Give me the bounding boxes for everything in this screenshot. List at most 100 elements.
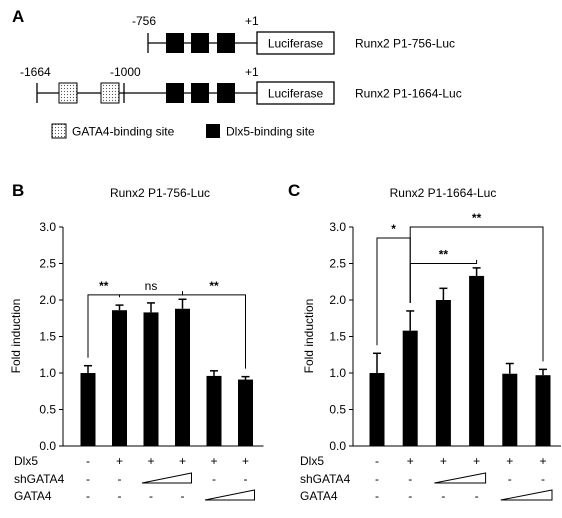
gata4-legend-swatch [51,123,67,139]
luciferase-box [256,81,335,105]
condition-symbol: - [375,454,379,468]
dlx5-site [166,33,184,53]
condition-symbol: + [473,454,480,468]
luciferase-label: Luciferase [268,37,324,51]
condition-symbol: - [181,489,185,503]
plot-area: 0.00.51.01.52.02.53.0 *****Dlx5- + + + + +shGA… [300,211,561,503]
construct-name: Runx2 P1-756-Luc [355,37,455,51]
condition-symbol: + [116,454,123,468]
dlx5-site [217,33,235,53]
condition-symbol: - [375,472,379,486]
condition-symbol: - [541,472,545,486]
gata4-site [58,82,78,104]
dose-ramp [500,489,553,501]
bar [369,373,385,446]
y-tick-label: 0.0 [39,439,56,453]
bar [80,373,96,446]
dlx5-legend-label: Dlx5-binding site [226,125,315,139]
dose-ramp [434,472,487,484]
panel-c: C Runx2 P1-1664-Luc Fold induction 0.0 0.… [288,181,561,503]
condition-symbol: - [408,489,412,503]
significance-label: * [391,222,396,236]
y-tick-label: 2.5 [39,257,56,271]
condition-symbol: + [440,454,447,468]
gata4-site [100,82,120,104]
condition-symbol: - [375,489,379,503]
chart-title: Runx2 P1-756-Luc [110,186,210,200]
y-tick-label: 0.5 [329,403,346,417]
panel-a: A Luciferase -756 +1 Runx2 P1-756-Luc [12,7,462,139]
condition-symbol: + [179,454,186,468]
dlx5-site [191,33,209,53]
bar [535,375,551,446]
condition-symbol: + [407,454,414,468]
condition-symbol: - [86,454,90,468]
y-axis-label: Fold induction [9,299,23,374]
panel-b: B Runx2 P1-756-Luc Fold induction 0.0 0.5… [9,181,264,503]
legend: GATA4-binding site Dlx5-binding site [51,123,315,139]
condition-symbol: + [210,454,217,468]
bar [143,312,159,446]
luciferase-label: Luciferase [268,87,324,101]
panel-c-letter: C [288,181,300,200]
y-tick-label: 1.5 [329,330,346,344]
significance-label: ** [209,279,219,293]
panel-a-letter: A [12,7,24,26]
luciferase-box [256,31,335,55]
condition-symbol: - [86,489,90,503]
start-label: -1664 [20,65,51,79]
mid-label: -1000 [110,65,141,79]
condition-symbol: - [475,489,479,503]
y-tick-label: 2.5 [329,257,346,271]
significance-label: ** [472,211,482,225]
significance-bracket [376,237,411,346]
bar [402,330,418,446]
significance-label: ** [439,248,449,262]
condition-symbol: - [244,472,248,486]
y-tick-label: 2.0 [39,293,56,307]
bar [238,379,253,446]
condition-symbol: + [147,454,154,468]
condition-symbol: - [441,489,445,503]
panel-b-letter: B [12,181,24,200]
construct-name: Runx2 P1-1664-Luc [355,87,462,101]
y-tick-label: 1.0 [39,366,56,380]
gata4-legend-label: GATA4-binding site [72,125,175,139]
condition-symbol: + [242,454,249,468]
bar [206,375,222,446]
y-tick-label: 3.0 [39,220,56,234]
condition-symbol: - [149,489,153,503]
condition-symbol: - [118,489,122,503]
condition-row-label: GATA4 [14,489,52,503]
significance-bracket [182,291,246,369]
condition-row-label: shGATA4 [300,472,351,486]
bar [502,373,518,446]
start-label: -756 [132,14,156,28]
bar [435,300,451,446]
construct-756: Luciferase -756 +1 Runx2 P1-756-Luc [132,14,455,55]
construct-1664: Luciferase -1664 -1000 +1 Runx2 P1-1664-… [20,65,462,105]
condition-symbol: - [118,472,122,486]
y-tick-label: 0.5 [39,403,56,417]
tss-label: +1 [245,65,259,79]
dose-ramp [141,472,192,484]
condition-symbol: + [539,454,546,468]
dlx5-site [191,83,209,103]
condition-row-label: Dlx5 [300,454,324,468]
bar [112,310,127,446]
dlx5-legend-swatch [206,124,220,138]
condition-symbol: - [408,472,412,486]
significance-label: ** [99,279,109,293]
y-tick-label: 1.5 [39,330,56,344]
condition-row-label: shGATA4 [14,472,65,486]
tss-label: +1 [245,14,259,28]
dose-ramp [204,489,255,501]
bar [469,275,485,446]
condition-row-label: Dlx5 [14,454,38,468]
chart-title: Runx2 P1-1664-Luc [390,186,497,200]
y-tick-label: 0.0 [329,439,346,453]
condition-symbol: + [506,454,513,468]
condition-symbol: - [86,472,90,486]
dlx5-site [166,83,184,103]
